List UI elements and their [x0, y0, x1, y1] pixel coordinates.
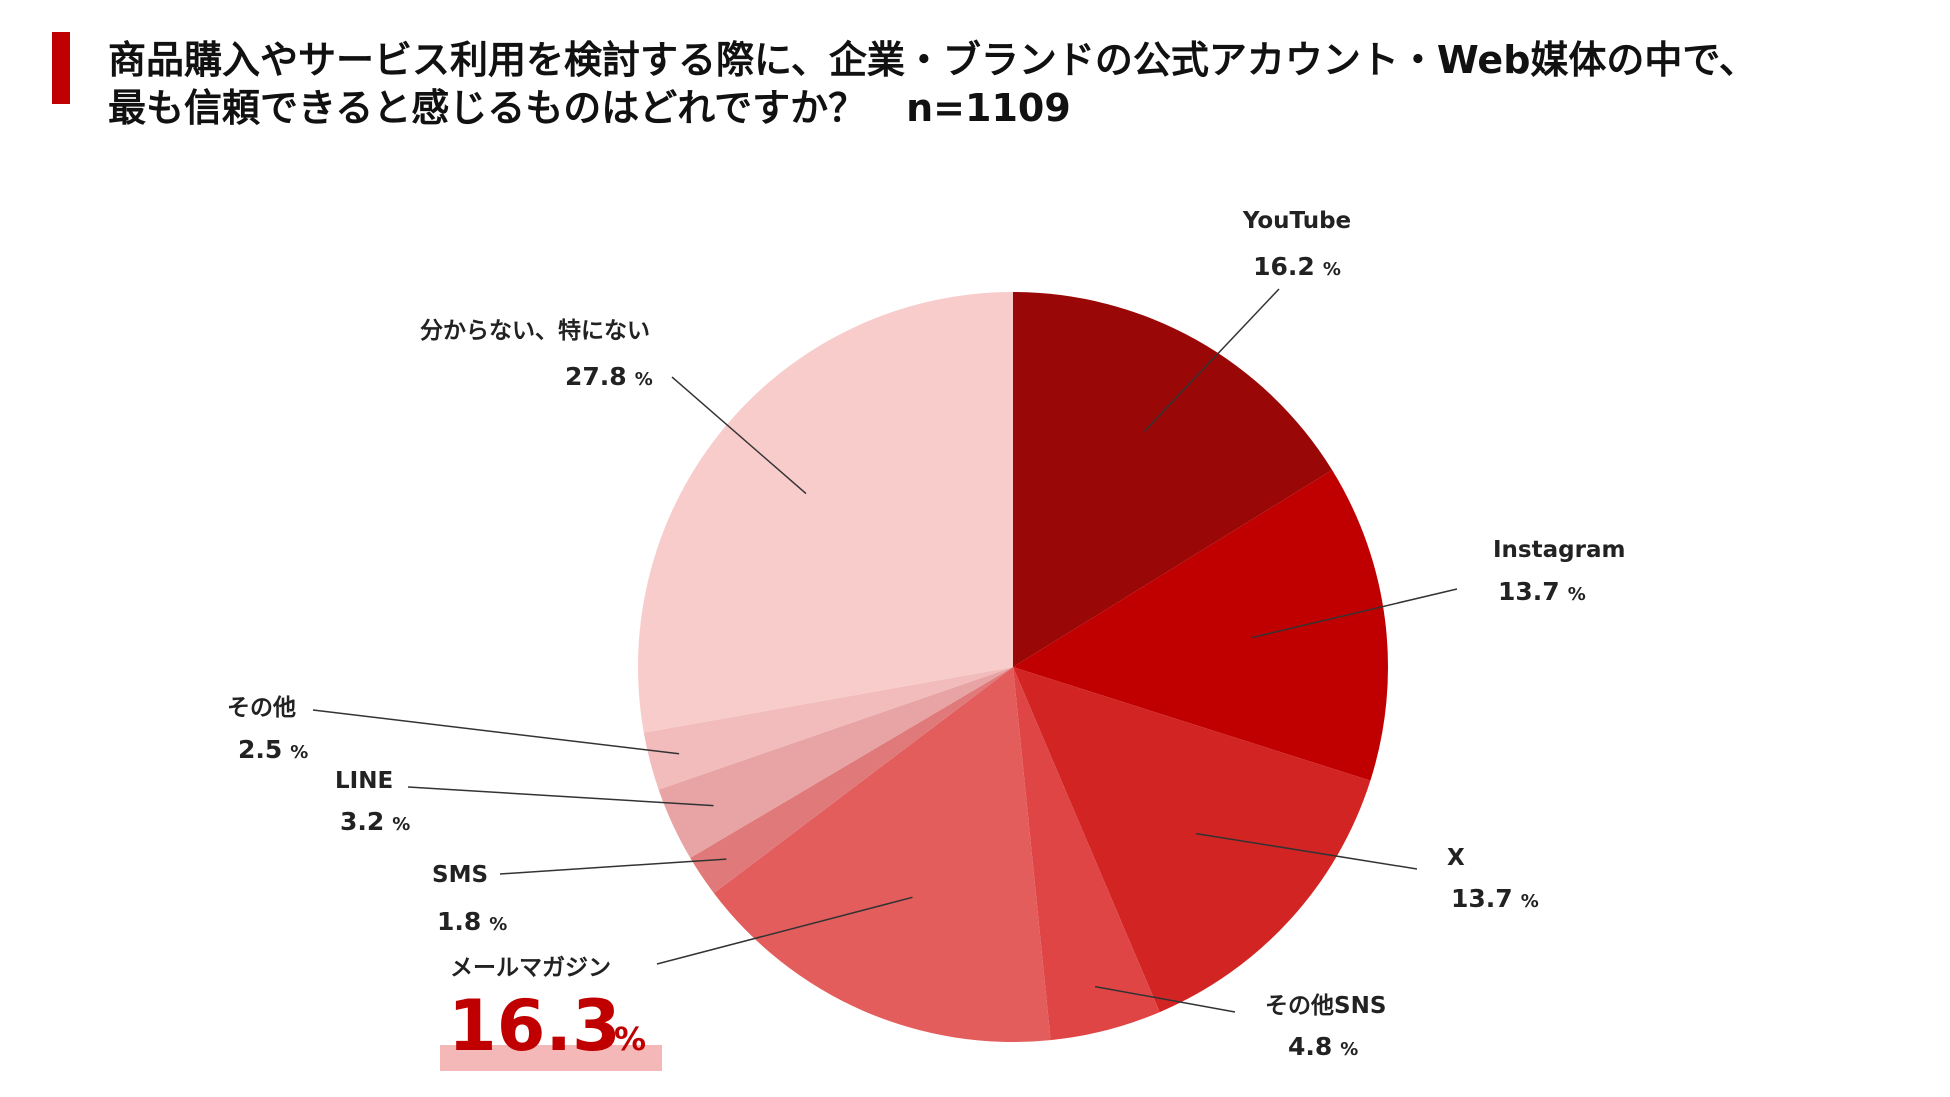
leader-line [671, 376, 807, 495]
slice-label: SMS [432, 862, 488, 888]
slice-label: LINE [335, 768, 393, 794]
leader-line [407, 786, 714, 807]
slice-label: その他 [227, 695, 296, 721]
slice-unit: % [1521, 891, 1539, 912]
pie-slice [1013, 667, 1371, 1013]
title-question: 最も信頼できると感じるものはどれですか？ [108, 86, 867, 130]
slice-value: 16.2% [1253, 252, 1341, 281]
slice-value: 13.7% [1451, 884, 1539, 913]
pie-slice [1013, 470, 1389, 781]
leader-line [656, 896, 913, 965]
leader-line [1251, 588, 1458, 639]
slice-label: YouTube [1242, 208, 1351, 234]
title-line-2: 最も信頼できると感じるものはどれですか？ n=1109 [108, 84, 1757, 132]
slice-unit: % [392, 814, 410, 835]
chart-title: 商品購入やサービス利用を検討する際に、企業・ブランドの公式アカウント・Web媒体… [108, 36, 1757, 132]
slice-label: Instagram [1493, 537, 1625, 563]
highlight-band [440, 1045, 662, 1071]
slice-unit: % [635, 369, 653, 390]
pie-slice [658, 667, 1013, 858]
leader-lines [312, 288, 1458, 1013]
slice-label: その他SNS [1265, 993, 1386, 1019]
title-line-1: 商品購入やサービス利用を検討する際に、企業・ブランドの公式アカウント・Web媒体… [108, 38, 1757, 82]
slice-label: 分からない、特にない [420, 318, 650, 344]
slice-value: 2.5% [238, 735, 308, 764]
slice-label: X [1447, 845, 1465, 871]
slice-unit: % [1340, 1039, 1358, 1060]
slice-value: 27.8% [565, 362, 653, 391]
sample-size: n=1109 [906, 86, 1071, 130]
slice-label: メールマガジン [450, 955, 611, 981]
slice-unit: % [290, 742, 308, 763]
slice-unit: % [614, 1020, 646, 1058]
pie-slices [638, 292, 1389, 1043]
pie-slice [638, 292, 1013, 733]
pie-slice [1013, 292, 1333, 667]
slice-unit: % [1323, 259, 1341, 280]
leader-line [1195, 832, 1418, 870]
leader-line [1094, 985, 1236, 1013]
slice-value: 13.7% [1498, 577, 1586, 606]
slice-value: 3.2% [340, 807, 410, 836]
leader-line [1144, 288, 1280, 432]
pie-slice [690, 667, 1013, 894]
leader-line [312, 709, 680, 755]
slice-value: 1.8% [437, 907, 507, 936]
title-accent-bar [52, 32, 70, 104]
pie-slice [713, 667, 1051, 1043]
slice-value: 16.3 [448, 985, 621, 1067]
leader-line [499, 858, 727, 875]
slice-labels: YouTube 16.2 % Instagram 13.7 % X 13.7 % その他SNS 4.… [227, 208, 1625, 1071]
slice-unit: % [1568, 584, 1586, 605]
pie-slice [1013, 667, 1160, 1041]
slice-value: 4.8% [1288, 1032, 1358, 1061]
pie-slice [643, 667, 1013, 790]
slice-unit: % [489, 914, 507, 935]
